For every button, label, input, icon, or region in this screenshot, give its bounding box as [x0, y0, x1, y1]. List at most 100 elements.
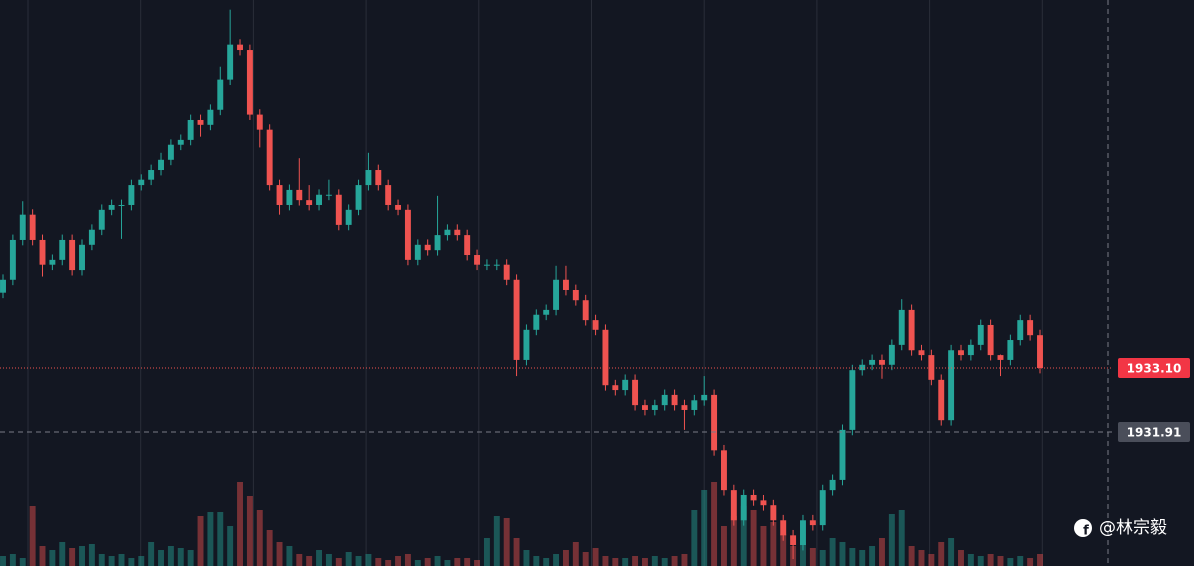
- volume-bar: [79, 546, 85, 566]
- candle-body: [493, 264, 500, 266]
- candle-body: [977, 324, 984, 345]
- candle-body: [651, 405, 658, 410]
- candle-body: [464, 235, 471, 256]
- volume-bar: [355, 556, 362, 566]
- candle-body: [533, 314, 540, 330]
- volume-bar: [997, 556, 1004, 566]
- volume-bar: [750, 510, 757, 566]
- volume-bar: [276, 542, 283, 566]
- volume-bar: [503, 518, 510, 566]
- candle-body: [1007, 340, 1014, 360]
- volume-bar: [9, 554, 16, 566]
- volume-bar: [562, 550, 569, 566]
- volume-bar: [246, 496, 253, 566]
- volume-bar: [543, 558, 550, 566]
- volume-bar: [760, 526, 767, 566]
- candle-body: [958, 350, 964, 356]
- volume-bar: [19, 558, 26, 566]
- candle-body: [0, 279, 6, 293]
- candle-body: [661, 394, 668, 406]
- volume-bar: [641, 558, 648, 566]
- volume-bar: [365, 554, 372, 566]
- candle-body: [148, 170, 155, 180]
- volume-bar: [1017, 556, 1024, 566]
- candle-body: [325, 194, 332, 196]
- candle-body: [829, 479, 836, 491]
- candle-body: [217, 79, 224, 110]
- candle-body: [158, 159, 164, 171]
- volume-bar: [661, 558, 668, 566]
- candle-body: [19, 214, 26, 240]
- candle-body: [948, 350, 955, 421]
- candle-body: [385, 185, 392, 205]
- candle-body: [879, 359, 885, 365]
- volume-bar: [869, 546, 876, 566]
- candle-body: [207, 109, 214, 125]
- candle-body: [128, 185, 135, 205]
- candle-body: [770, 505, 777, 521]
- candle-body: [1037, 335, 1043, 369]
- candle-body: [375, 170, 382, 186]
- candle-body: [691, 400, 698, 410]
- last-price-box: [1118, 358, 1190, 379]
- volume-bar: [49, 550, 56, 566]
- volume-bar: [385, 560, 392, 566]
- candle-body: [987, 324, 994, 356]
- volume-bar: [148, 542, 155, 566]
- volume-bar: [197, 516, 204, 566]
- volume-pane: [0, 482, 1043, 566]
- candle-body: [404, 209, 411, 260]
- volume-bar: [671, 556, 678, 566]
- candle-body: [612, 385, 619, 391]
- time-grid: [27, 0, 1043, 566]
- candle-body: [9, 239, 16, 280]
- candle-body: [39, 239, 46, 265]
- candle-body: [98, 209, 105, 230]
- candle-body: [79, 244, 85, 271]
- volume-bar: [977, 556, 984, 566]
- candle-body: [256, 114, 263, 130]
- candle-body: [582, 300, 589, 321]
- candle-body: [681, 405, 688, 410]
- candle-body: [760, 500, 767, 506]
- candle-body: [819, 490, 826, 526]
- volume-bar: [523, 550, 530, 566]
- volume-bar: [29, 506, 36, 566]
- volume-bar: [602, 556, 609, 566]
- volume-bar: [434, 556, 441, 566]
- volume-bar: [612, 558, 619, 566]
- volume-bar: [908, 546, 915, 566]
- volume-bar: [296, 554, 303, 566]
- facebook-icon-letter: f: [1083, 524, 1089, 539]
- candle-body: [898, 309, 905, 345]
- candle-body: [740, 494, 747, 521]
- candle-body: [671, 394, 678, 406]
- volume-bar: [158, 550, 164, 566]
- candle-body: [414, 244, 421, 260]
- volume-bar: [938, 542, 945, 566]
- volume-bar: [1027, 558, 1034, 566]
- volume-bar: [464, 558, 471, 566]
- crosshair-price-box: [1118, 422, 1190, 443]
- volume-bar: [809, 548, 816, 566]
- volume-bar: [572, 542, 579, 566]
- candle-body: [997, 355, 1004, 360]
- candle-body: [316, 194, 323, 205]
- candle-body: [187, 119, 194, 140]
- volume-bar: [217, 512, 224, 566]
- candle-body: [592, 320, 599, 330]
- candle-body: [938, 379, 945, 421]
- candle-body: [869, 359, 876, 365]
- candle-body: [859, 364, 866, 371]
- volume-bar: [306, 556, 313, 566]
- volume-bar: [0, 556, 6, 566]
- candle-body: [118, 204, 125, 206]
- volume-bar: [819, 550, 826, 566]
- candle-body: [266, 129, 273, 186]
- candle-body: [227, 44, 234, 80]
- volume-bar: [513, 538, 520, 566]
- volume-bar: [681, 554, 688, 566]
- volume-bar: [1037, 554, 1043, 566]
- volume-bar: [118, 554, 125, 566]
